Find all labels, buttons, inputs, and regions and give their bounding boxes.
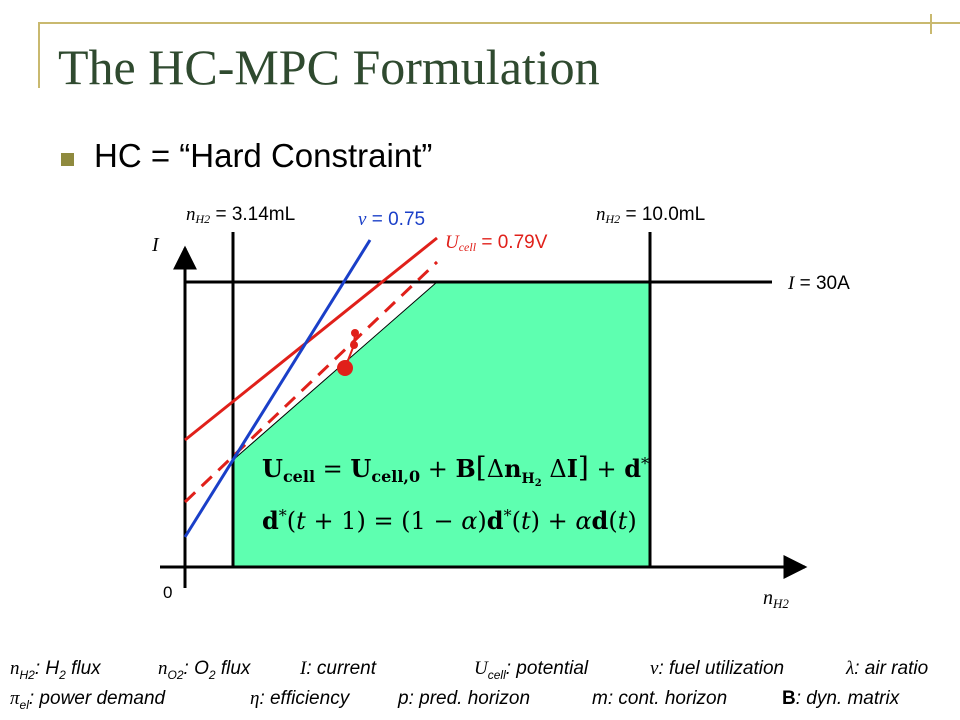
constraint-diagram: I 0 nH2 nH2 = 3.14mL nH2 = 10.0mL I = 30…: [151, 204, 850, 611]
frame-left-line: [38, 22, 40, 88]
legend-current: I: current: [300, 658, 377, 679]
predicted-point: [351, 329, 359, 337]
slide-title: The HC-MPC Formulation: [58, 39, 600, 95]
legend-cont-horizon: m: cont. horizon: [592, 688, 728, 709]
legend-row-2: πel: power demand η: efficiency p: pred.…: [10, 684, 955, 714]
fuel-utilization-label: ν = 0.75: [358, 209, 425, 230]
legend-nh2: nH2: H2 flux: [10, 658, 101, 682]
legend-pred-horizon: p: pred. horizon: [398, 688, 531, 709]
legend-air-ratio: λ: air ratio: [846, 658, 929, 679]
bullet-marker: [61, 153, 74, 166]
cell-voltage-dashed-line: [183, 260, 439, 504]
cell-voltage-line: [184, 236, 438, 442]
legend-row-1: nH2: H2 flux nO2: O2 flux I: current Uce…: [10, 654, 955, 684]
legend-power-demand: πel: power demand: [10, 688, 166, 712]
nh2-min-label: nH2 = 3.14mL: [186, 204, 295, 226]
current-state-point: [337, 360, 353, 376]
legend-fuel-utilization: ν: fuel utilization: [650, 658, 785, 679]
equation-ucell: Ucell = Ucell,0 + B[ΔnH2 ΔI] + d*: [262, 451, 649, 489]
legend-efficiency: η: efficiency: [250, 688, 350, 709]
current-max-label: I = 30A: [787, 273, 850, 294]
predicted-point: [350, 341, 358, 349]
fuel-utilization-line: [183, 239, 372, 538]
origin-label: 0: [163, 583, 172, 602]
symbol-legend: nH2: H2 flux nO2: O2 flux I: current Uce…: [10, 654, 955, 714]
y-axis-label: I: [151, 234, 160, 256]
cell-voltage-label: Ucell = 0.79V: [445, 232, 548, 254]
bullet-text: HC = “Hard Constraint”: [94, 137, 433, 174]
equation-disturbance: d*(t + 1) = (1 − α)d*(t) + αd(t): [262, 506, 637, 535]
frame-right-tick: [930, 14, 932, 34]
x-axis-label: nH2: [763, 587, 789, 611]
legend-dyn-matrix: B: dyn. matrix: [782, 688, 900, 709]
legend-no2: nO2: O2 flux: [158, 658, 251, 682]
nh2-max-label: nH2 = 10.0mL: [596, 204, 705, 226]
legend-ucell: Ucell: potential: [474, 658, 589, 682]
frame-top-line: [38, 22, 960, 24]
